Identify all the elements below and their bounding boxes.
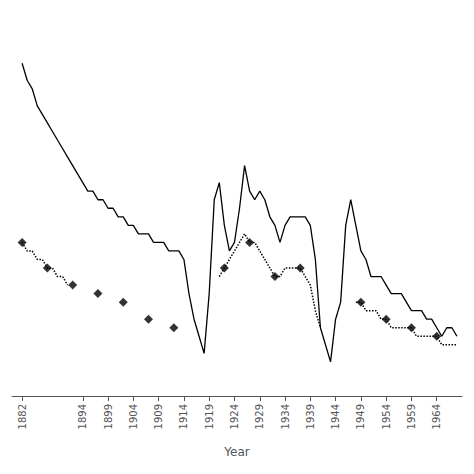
svg-text:1949: 1949 <box>355 404 366 429</box>
svg-text:1934: 1934 <box>280 404 291 429</box>
svg-text:Year: Year <box>223 445 249 459</box>
svg-text:1904: 1904 <box>128 404 139 429</box>
svg-text:1964: 1964 <box>431 404 442 429</box>
svg-text:1882: 1882 <box>17 404 28 429</box>
svg-text:1924: 1924 <box>229 404 240 429</box>
svg-text:1944: 1944 <box>330 404 341 429</box>
svg-text:1914: 1914 <box>178 404 189 429</box>
svg-text:1929: 1929 <box>254 404 265 429</box>
svg-text:1939: 1939 <box>305 404 316 429</box>
svg-text:1909: 1909 <box>153 404 164 429</box>
svg-text:1894: 1894 <box>77 404 88 429</box>
svg-text:1899: 1899 <box>103 404 114 429</box>
svg-text:1919: 1919 <box>204 404 215 429</box>
svg-text:1954: 1954 <box>381 404 392 429</box>
svg-text:1959: 1959 <box>406 404 417 429</box>
